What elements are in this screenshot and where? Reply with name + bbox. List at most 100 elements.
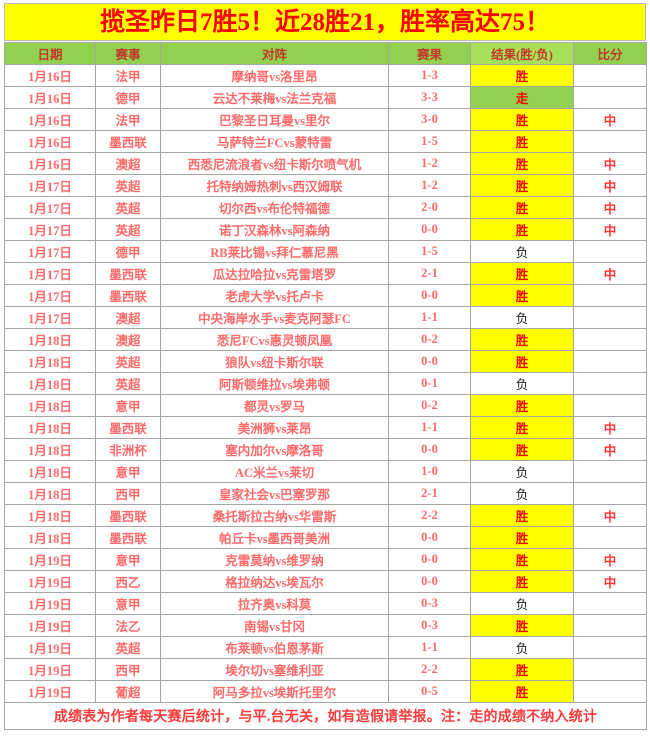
cell-date: 1月19日 [4,570,96,593]
cell-league: 英超 [95,636,161,659]
table-row: 1月18日 非洲杯 塞内加尔vs摩洛哥 0-0 胜中 [4,438,647,461]
cell-result: 胜 [470,658,574,681]
cell-mark [573,64,647,87]
cell-result: 负 [470,372,574,395]
cell-mark: 中 [573,152,647,175]
cell-date: 1月18日 [4,416,96,439]
cell-league: 意甲 [95,394,161,417]
footer-note: 成绩表为作者每天赛后统计，与平.台无关，如有造假请举报。注：走的成绩不纳入统计 [4,702,647,730]
cell-league: 非洲杯 [95,438,161,461]
cell-date: 1月17日 [4,240,96,263]
cell-date: 1月19日 [4,680,96,703]
table-row: 1月18日 墨西联 美洲狮vs莱昂 1-1 胜中 [4,416,647,439]
column-header-match: 对阵 [160,42,389,65]
column-header-score: 赛果 [388,42,471,65]
table-row: 1月17日 德甲 RB莱比锡vs拜仁慕尼黑 1-5 负 [4,240,647,263]
cell-date: 1月17日 [4,306,96,329]
cell-match: 阿马多拉vs埃斯托里尔 [160,680,389,703]
cell-mark: 中 [573,108,647,131]
cell-league: 澳超 [95,328,161,351]
cell-date: 1月18日 [4,394,96,417]
cell-score: 1-2 [388,152,471,175]
cell-match: 狼队vs纽卡斯尔联 [160,350,389,373]
cell-result: 胜 [470,174,574,197]
footer-row: 成绩表为作者每天赛后统计，与平.台无关，如有造假请举报。注：走的成绩不纳入统计 [4,702,647,730]
cell-mark: 中 [573,262,647,285]
cell-league: 墨西联 [95,284,161,307]
cell-league: 葡超 [95,680,161,703]
table-row: 1月16日 德甲 云达不莱梅vs法兰克福 3-3 走 [4,86,647,109]
cell-date: 1月18日 [4,328,96,351]
table-row: 1月16日 澳超 西悉尼流浪者vs纽卡斯尔喷气机 1-2 胜中 [4,152,647,175]
cell-date: 1月18日 [4,526,96,549]
cell-league: 英超 [95,174,161,197]
column-header-mark: 比分 [573,42,647,65]
cell-score: 0-2 [388,328,471,351]
table-row: 1月17日 英超 诺丁汉森林vs阿森纳 0-0 胜中 [4,218,647,241]
cell-mark [573,130,647,153]
table-row: 1月18日 意甲 都灵vs罗马 0-2 胜 [4,394,647,417]
cell-result: 负 [470,482,574,505]
cell-mark: 中 [573,196,647,219]
cell-result: 胜 [470,504,574,527]
cell-league: 德甲 [95,240,161,263]
cell-date: 1月17日 [4,262,96,285]
cell-mark [573,306,647,329]
cell-result: 负 [470,636,574,659]
cell-league: 德甲 [95,86,161,109]
cell-match: AC米兰vs莱切 [160,460,389,483]
cell-mark [573,284,647,307]
cell-result: 胜 [470,394,574,417]
cell-score: 3-3 [388,86,471,109]
table-body: 1月16日 法甲 摩纳哥vs洛里昂 1-3 胜 1月16日 德甲 云达不莱梅vs法兰克福 3-3… [4,64,647,703]
cell-mark [573,394,647,417]
cell-result: 负 [470,306,574,329]
table-row: 1月18日 墨西联 帕丘卡vs墨西哥美洲 0-0 胜 [4,526,647,549]
cell-score: 0-2 [388,394,471,417]
cell-date: 1月18日 [4,504,96,527]
cell-match: 美洲狮vs莱昂 [160,416,389,439]
cell-date: 1月18日 [4,438,96,461]
cell-score: 2-1 [388,262,471,285]
cell-league: 西乙 [95,570,161,593]
cell-match: 诺丁汉森林vs阿森纳 [160,218,389,241]
cell-match: 南锡vs甘冈 [160,614,389,637]
cell-result: 胜 [470,548,574,571]
cell-league: 法甲 [95,64,161,87]
cell-score: 1-1 [388,416,471,439]
cell-score: 0-0 [388,218,471,241]
cell-match: 阿斯顿维拉vs埃弗顿 [160,372,389,395]
table-footer: 成绩表为作者每天赛后统计，与平.台无关，如有造假请举报。注：走的成绩不纳入统计 [4,702,647,730]
cell-match: 都灵vs罗马 [160,394,389,417]
banner-title: 揽圣昨日7胜5！近28胜21，胜率高达75！ [99,8,550,36]
table-row: 1月17日 英超 切尔西vs布伦特福德 2-0 胜中 [4,196,647,219]
table-header: 日期 赛事 对阵 赛果 结果(胜/负) 比分 [4,42,647,65]
table-row: 1月19日 法乙 南锡vs甘冈 0-3 胜 [4,614,647,637]
table-row: 1月19日 西甲 埃尔切vs塞维利亚 2-2 胜 [4,658,647,681]
cell-league: 英超 [95,196,161,219]
cell-score: 1-0 [388,460,471,483]
cell-mark: 中 [573,504,647,527]
cell-date: 1月16日 [4,152,96,175]
cell-date: 1月19日 [4,548,96,571]
cell-league: 英超 [95,218,161,241]
cell-score: 0-0 [388,570,471,593]
table-row: 1月19日 西乙 格拉纳达vs埃瓦尔 0-0 胜中 [4,570,647,593]
title-banner: 揽圣昨日7胜5！近28胜21，胜率高达75！ [4,3,646,41]
cell-mark [573,482,647,505]
column-header-league: 赛事 [95,42,161,65]
cell-mark: 中 [573,218,647,241]
cell-date: 1月18日 [4,482,96,505]
table-row: 1月16日 墨西联 马萨特兰FCvs蒙特雷 1-5 胜 [4,130,647,153]
cell-mark [573,592,647,615]
cell-result: 走 [470,86,574,109]
cell-league: 西甲 [95,658,161,681]
cell-match: 格拉纳达vs埃瓦尔 [160,570,389,593]
cell-match: 桑托斯拉古纳vs华雷斯 [160,504,389,527]
cell-score: 1-1 [388,636,471,659]
cell-match: 马萨特兰FCvs蒙特雷 [160,130,389,153]
cell-league: 墨西联 [95,416,161,439]
cell-match: 拉齐奥vs科莫 [160,592,389,615]
cell-result: 胜 [470,570,574,593]
